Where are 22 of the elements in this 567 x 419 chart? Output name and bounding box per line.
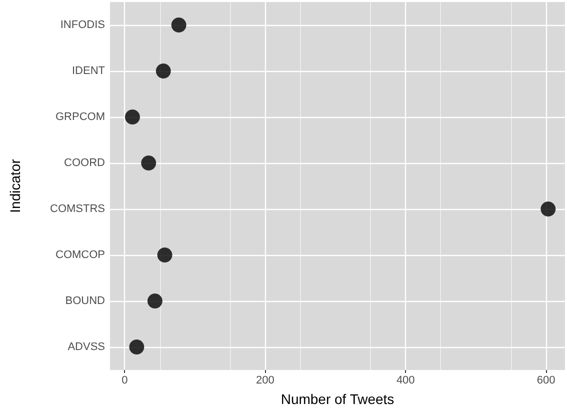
x-tick-label: 600 — [536, 374, 556, 386]
point — [129, 340, 144, 354]
point — [124, 110, 140, 124]
y-tick-label: GRPCOM — [56, 111, 105, 123]
x-tick-label: 0 — [122, 374, 128, 386]
point — [171, 18, 186, 32]
x-tick-label: 400 — [396, 374, 415, 386]
point — [141, 156, 156, 170]
y-tick-label: COMCOP — [56, 249, 105, 261]
point — [147, 294, 162, 308]
y-tick-label: INFODIS — [60, 19, 105, 31]
y-tick-label: BOUND — [65, 295, 106, 307]
point — [156, 64, 171, 78]
point — [540, 202, 556, 216]
x-tick-label: 200 — [256, 374, 274, 386]
y-tick-label: IDENT — [72, 65, 106, 77]
y-tick-label: ADVSS — [68, 341, 105, 353]
y-tick-label: COMSTRS — [50, 203, 105, 215]
y-axis-title: Indicator — [7, 158, 23, 213]
x-axis-title: Number of Tweets — [280, 391, 394, 407]
y-tick-label: COORD — [64, 157, 106, 169]
point — [157, 248, 172, 262]
